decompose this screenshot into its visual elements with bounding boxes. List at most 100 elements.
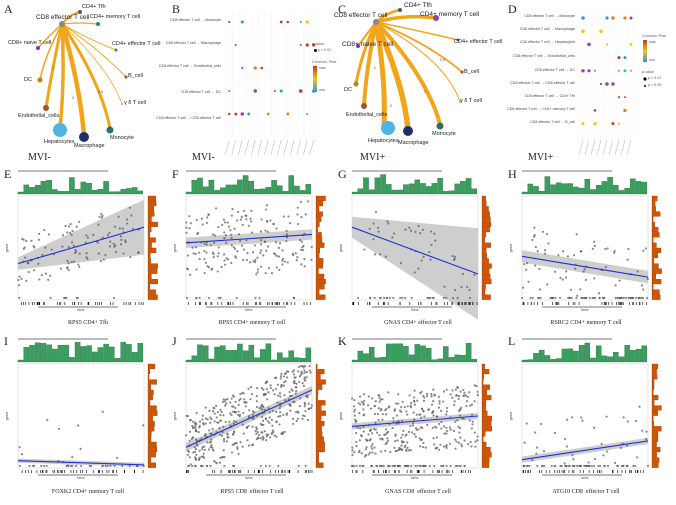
data-point	[461, 272, 464, 275]
data-point	[255, 405, 259, 409]
data-point	[218, 426, 221, 430]
top-histogram-bar	[109, 191, 115, 195]
top-histogram-bar	[29, 345, 35, 363]
x-tick-label	[620, 139, 626, 155]
data-point	[265, 435, 268, 438]
data-point	[28, 464, 31, 468]
right-histogram-bar	[315, 405, 322, 411]
data-point	[231, 443, 234, 446]
data-point	[416, 399, 419, 402]
data-point	[259, 238, 263, 242]
top-histogram-bar	[46, 344, 52, 363]
data-point	[285, 413, 288, 416]
data-point	[409, 229, 413, 232]
stats-text	[186, 170, 276, 172]
data-point	[249, 217, 252, 220]
right-histogram-bar	[147, 268, 158, 274]
top-histogram-bar	[386, 184, 392, 195]
data-point	[370, 432, 374, 435]
data-point	[234, 420, 238, 423]
data-point	[229, 229, 232, 232]
data-point	[574, 267, 577, 270]
data-point	[303, 414, 306, 418]
panel-letter-i: I	[4, 334, 8, 348]
stats-bottom-text	[372, 306, 452, 308]
data-point	[185, 231, 188, 234]
right-histogram-bar	[481, 263, 492, 269]
data-point	[291, 417, 295, 421]
data-point	[576, 294, 579, 297]
data-point	[627, 296, 630, 300]
edge-label-a-2: 2	[72, 96, 74, 100]
data-point	[460, 443, 463, 446]
data-point	[197, 458, 200, 461]
edge-a-mono	[60, 22, 112, 130]
top-histogram-bar	[231, 184, 237, 195]
data-point	[363, 399, 366, 402]
top-histogram-bar	[63, 191, 69, 195]
bubble-dot	[253, 66, 257, 70]
right-histogram-bar	[651, 242, 657, 248]
data-point	[379, 437, 382, 440]
data-point	[244, 405, 247, 408]
data-point	[268, 421, 271, 424]
top-histogram-bar	[397, 343, 403, 363]
top-histogram-bar	[443, 191, 449, 195]
right-histogram-bar	[651, 389, 654, 395]
row-d-8: CD8 effector T cell → B_cell	[530, 120, 575, 124]
right-histogram-bar	[315, 201, 324, 207]
data-point	[203, 448, 206, 452]
top-histogram-bar	[607, 356, 613, 363]
data-point	[393, 446, 396, 449]
data-point	[384, 449, 387, 452]
data-point	[380, 407, 383, 411]
data-point	[69, 464, 72, 468]
top-histogram-bar	[471, 188, 478, 195]
right-histogram-bar	[315, 284, 325, 290]
node-c-bcell	[460, 70, 464, 74]
legend-d-p2: p < 0.05	[648, 83, 662, 87]
data-point	[296, 256, 299, 259]
data-point	[394, 433, 397, 436]
data-point	[70, 260, 73, 264]
top-histogram-bar	[363, 353, 369, 363]
data-point	[259, 249, 263, 252]
data-point	[471, 423, 474, 426]
data-point	[428, 464, 431, 468]
data-point	[406, 446, 409, 449]
data-point	[239, 218, 243, 221]
data-point	[402, 429, 405, 432]
data-point	[598, 296, 601, 300]
data-point	[97, 252, 100, 255]
trend-line	[351, 415, 479, 427]
data-point	[531, 459, 534, 462]
right-histogram-bar	[651, 363, 659, 369]
data-point	[239, 441, 242, 444]
x-tick-label	[626, 139, 632, 155]
right-histogram-bar	[147, 247, 157, 253]
data-point	[455, 440, 458, 443]
y-axis-label: gene	[509, 412, 513, 420]
edge-c-bcell	[375, 21, 463, 73]
data-point	[278, 268, 281, 271]
data-point	[587, 461, 590, 464]
data-point	[281, 249, 284, 252]
data-point	[449, 428, 452, 431]
data-point	[257, 436, 260, 439]
data-point	[227, 225, 231, 228]
data-point	[431, 411, 434, 414]
node-c-naive	[356, 44, 360, 48]
node-a-bcell	[124, 75, 128, 79]
group-label-mvi-pos-2: MVI+	[528, 152, 554, 163]
data-point	[71, 229, 74, 233]
caption-e: RPS5 CD4+ Tfh	[68, 320, 108, 326]
data-point	[644, 247, 648, 250]
top-histogram-bar	[103, 343, 109, 363]
data-point	[356, 296, 360, 300]
data-point	[221, 400, 225, 403]
top-histogram-bar	[584, 342, 591, 363]
data-point	[185, 267, 189, 270]
data-point	[281, 431, 284, 434]
data-point	[266, 220, 269, 223]
top-histogram-bar	[299, 190, 306, 195]
